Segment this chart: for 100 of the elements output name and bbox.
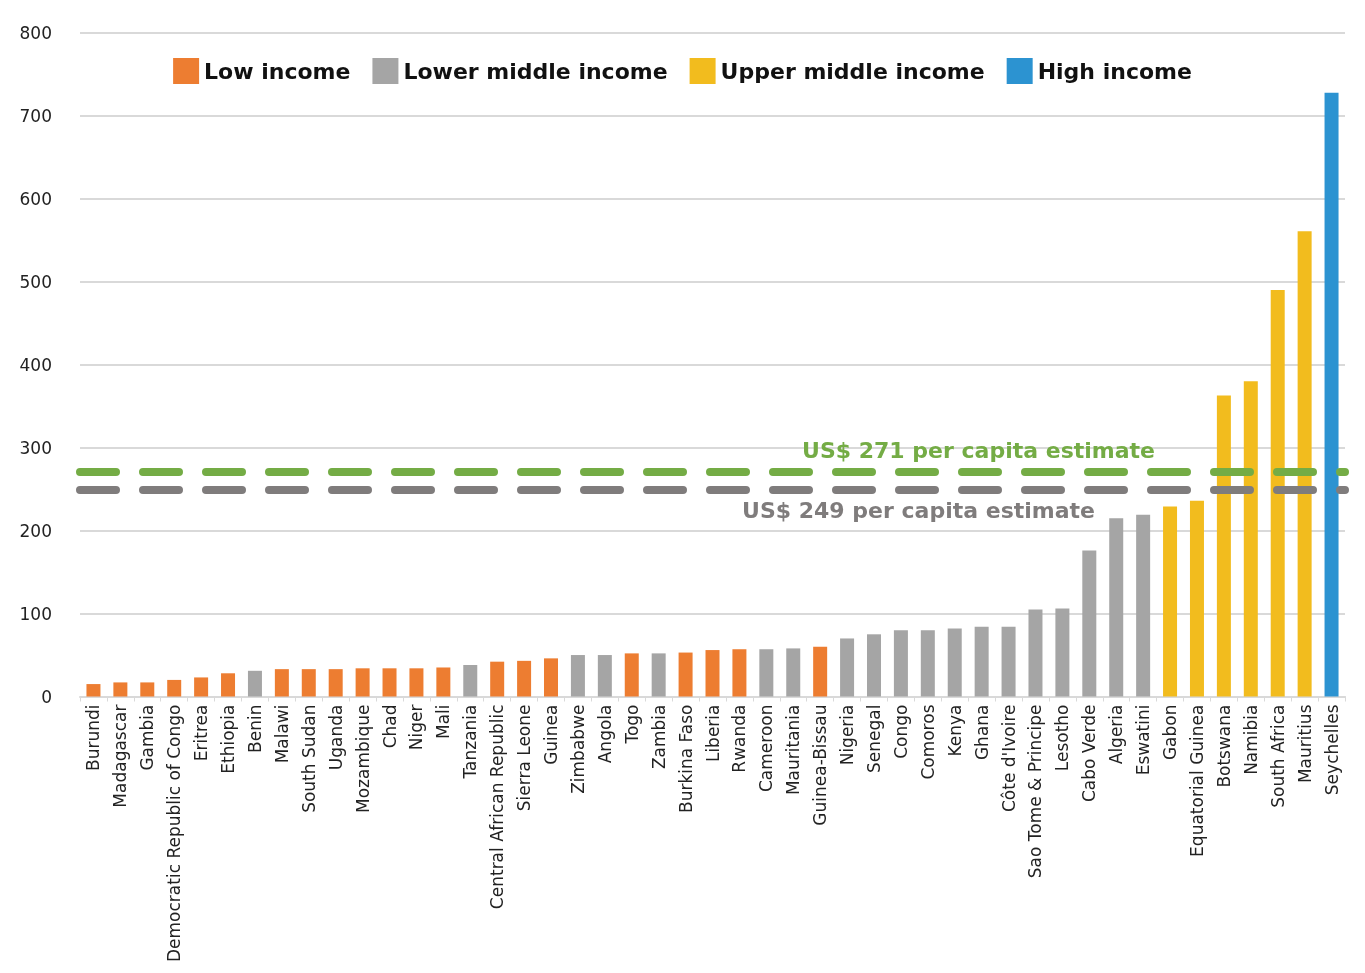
- legend-label: Lower middle income: [403, 58, 668, 84]
- x-tick-label: Mauritius: [1294, 704, 1315, 784]
- x-tick-label: Malawi: [271, 704, 292, 764]
- bar: [732, 649, 747, 697]
- y-tick-label: 500: [19, 271, 52, 292]
- bar: [194, 677, 209, 697]
- bar: [678, 652, 693, 697]
- bar: [221, 673, 236, 697]
- bar: [786, 648, 801, 697]
- bar: [436, 667, 451, 697]
- x-tick-label: Mali: [433, 704, 454, 740]
- bar: [1189, 500, 1204, 697]
- bar: [893, 630, 908, 697]
- x-tick-label: Angola: [594, 704, 615, 764]
- bar: [920, 630, 935, 697]
- bar: [409, 668, 424, 697]
- bar: [463, 664, 478, 697]
- x-tick-label: Benin: [244, 704, 265, 753]
- x-tick-label: Cabo Verde: [1079, 704, 1100, 803]
- bar: [355, 668, 370, 697]
- legend-label: Upper middle income: [720, 58, 985, 84]
- x-tick-label: Central African Republic: [487, 704, 508, 910]
- bar: [1297, 231, 1312, 697]
- y-tick-label: 400: [19, 354, 52, 375]
- legend-label: Low income: [204, 58, 351, 84]
- x-tick-label: Eswatini: [1133, 704, 1154, 776]
- bar: [651, 653, 666, 697]
- bar: [570, 655, 585, 697]
- x-tick-label: Nigeria: [837, 704, 858, 766]
- x-tick-label: Equatorial Guinea: [1186, 704, 1207, 857]
- x-tick-label: Guinea: [541, 704, 562, 765]
- x-tick-label: Cameroon: [756, 704, 777, 793]
- bar: [274, 669, 289, 697]
- y-tick-label: 300: [19, 437, 52, 458]
- x-tick-label: Democratic Republic of Congo: [164, 704, 185, 963]
- y-tick-label: 100: [19, 603, 52, 624]
- bar: [624, 653, 639, 697]
- x-tick-label: Tanzania: [460, 704, 481, 780]
- x-tick-label: Burundi: [83, 704, 104, 772]
- bar: [167, 679, 182, 697]
- bar: [382, 668, 397, 697]
- x-tick-label: Mozambique: [352, 704, 373, 814]
- bar: [113, 682, 128, 697]
- x-tick-label: Senegal: [863, 704, 884, 773]
- y-tick-label: 800: [19, 23, 52, 43]
- x-tick-label: Sierra Leone: [514, 704, 535, 812]
- bar: [1270, 290, 1285, 697]
- bar: [947, 628, 962, 697]
- x-tick-label: Sao Tome & Principe: [1025, 704, 1046, 879]
- bar: [86, 684, 101, 697]
- y-tick-label: 700: [19, 105, 52, 126]
- bar: [140, 682, 155, 697]
- x-tick-label: Gambia: [137, 704, 158, 771]
- bar: [1028, 609, 1043, 697]
- bar: [866, 634, 881, 697]
- bar: [1082, 550, 1097, 697]
- x-tick-label: Algeria: [1106, 704, 1127, 765]
- bar: [1324, 92, 1339, 697]
- bar: [705, 650, 720, 697]
- x-tick-label: South Africa: [1267, 704, 1288, 808]
- legend-label: High income: [1037, 58, 1192, 84]
- bar: [1216, 395, 1231, 697]
- bar: [1055, 608, 1070, 697]
- bar: [328, 669, 343, 697]
- bar: [1163, 506, 1178, 697]
- x-tick-label: Chad: [379, 704, 400, 749]
- bar: [490, 661, 505, 697]
- x-tick-label: Namibia: [1240, 704, 1261, 775]
- bar: [597, 655, 612, 697]
- ref-line-label: US$ 249 per capita estimate: [742, 498, 1095, 524]
- bar: [1001, 626, 1016, 697]
- x-tick-label: Lesotho: [1052, 704, 1073, 772]
- x-tick-label: Botswana: [1213, 704, 1234, 788]
- x-tick-label: Guinea-Bissau: [810, 704, 831, 826]
- bar: [1243, 381, 1258, 697]
- x-tick-label: Burkina Faso: [675, 704, 696, 813]
- x-tick-label: Comoros: [917, 704, 938, 780]
- x-tick-label: Congo: [890, 704, 911, 759]
- bar: [813, 646, 828, 697]
- bar: [840, 638, 855, 697]
- x-tick-label: Rwanda: [729, 704, 750, 773]
- bar: [974, 626, 989, 697]
- bar: [301, 669, 316, 697]
- x-tick-label: Ethiopia: [218, 704, 239, 774]
- x-tick-label: Mauritania: [783, 704, 804, 796]
- bar: [1109, 518, 1124, 697]
- x-tick-label: Eritrea: [191, 704, 212, 762]
- ref-line-label: US$ 271 per capita estimate: [802, 438, 1155, 464]
- bar: [247, 670, 262, 697]
- x-tick-label: Kenya: [944, 704, 965, 757]
- x-tick-label: Seychelles: [1321, 704, 1342, 796]
- y-tick-label: 200: [19, 520, 52, 541]
- x-tick-label: Togo: [621, 704, 642, 745]
- y-tick-label: 600: [19, 188, 52, 209]
- bar: [759, 649, 774, 697]
- bar: [544, 658, 559, 697]
- x-tick-label: Zimbabwe: [567, 704, 588, 794]
- x-tick-label: Liberia: [702, 704, 723, 763]
- x-tick-label: Côte d'Ivoire: [998, 704, 1019, 813]
- x-tick-label: Gabon: [1160, 704, 1181, 761]
